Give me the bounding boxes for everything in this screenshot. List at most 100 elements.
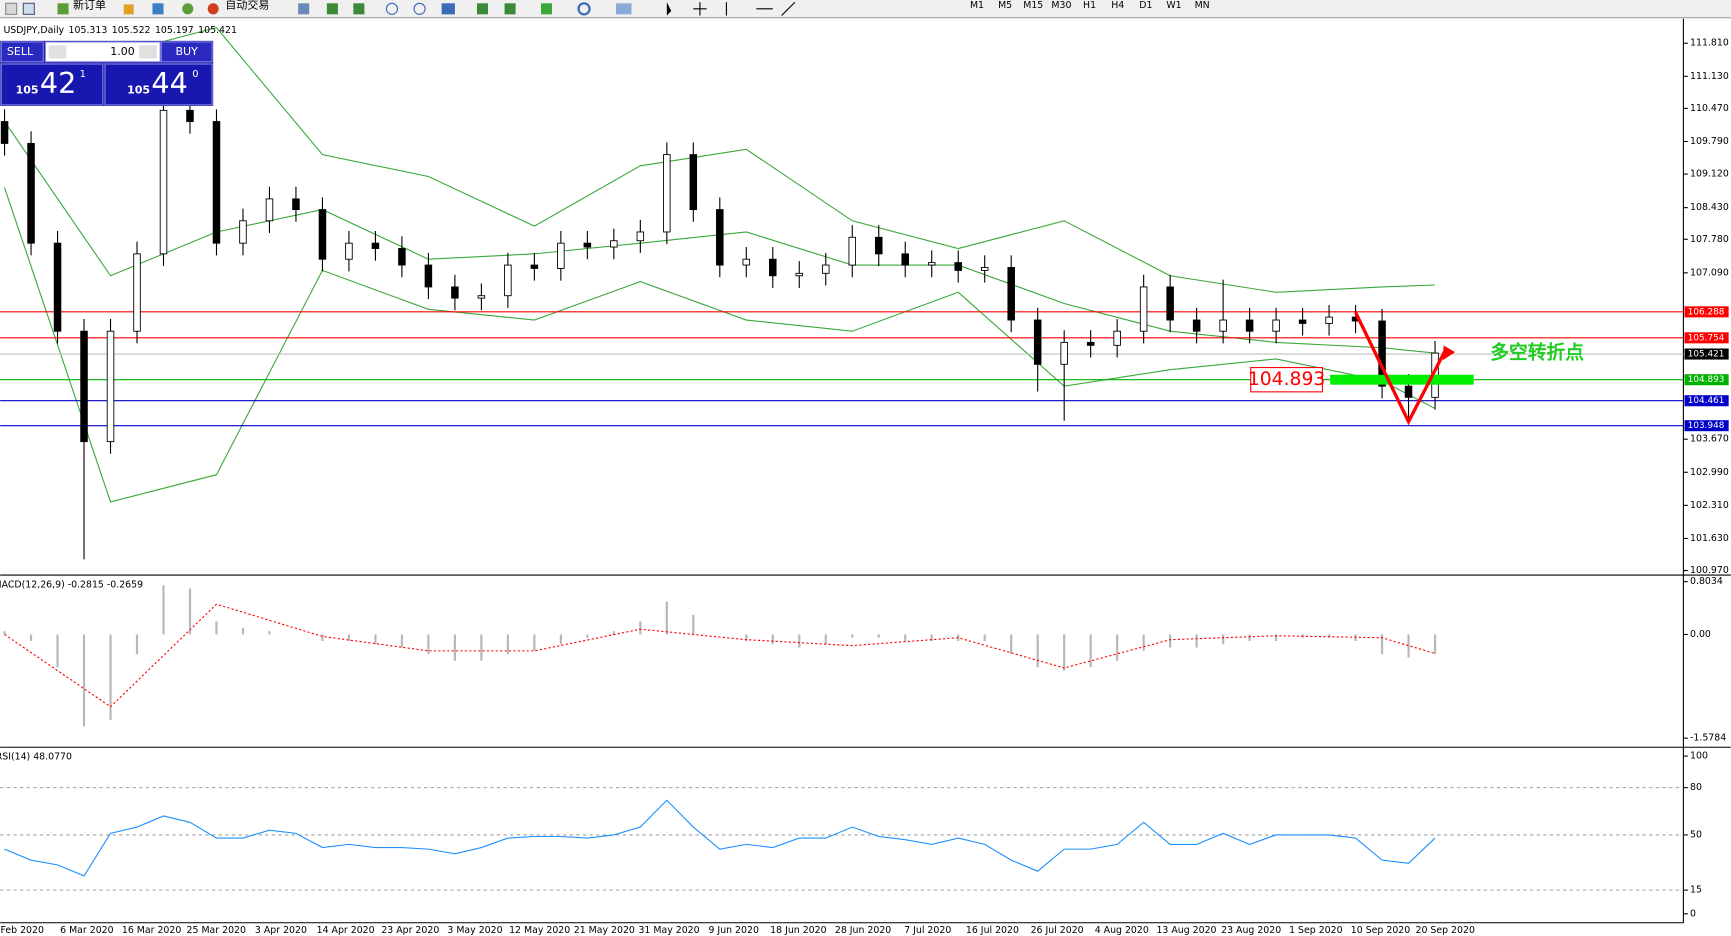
timeframe-button[interactable]: W1 [1166, 0, 1181, 11]
toolbar-icons [5, 1, 796, 16]
x-tick-label: 16 Mar 2020 [122, 925, 181, 936]
x-tick-label: 6 Mar 2020 [60, 925, 114, 936]
timeframe-button[interactable]: M15 [1023, 0, 1043, 11]
header-part: USDJPY,Daily [3, 24, 64, 35]
support-zone [1330, 374, 1474, 385]
y-tick-label: 80 [1690, 782, 1702, 793]
x-tick-label: 23 Aug 2020 [1221, 925, 1281, 936]
candle-body [742, 258, 751, 266]
candle-body [1272, 319, 1280, 332]
icon[interactable] [476, 3, 489, 15]
icon[interactable] [441, 3, 455, 15]
buy-label[interactable]: BUY [175, 45, 198, 58]
level-label-bg [1684, 395, 1729, 407]
candle-body [1007, 267, 1015, 321]
candle-body [1113, 330, 1121, 346]
sell-button[interactable] [0, 41, 44, 63]
icon[interactable] [57, 3, 69, 15]
price-main: 42 [40, 66, 77, 100]
icon[interactable] [207, 3, 219, 15]
lot-input[interactable] [44, 41, 161, 63]
candle-body [53, 242, 62, 332]
candle-body [1325, 316, 1333, 324]
timeframe-button[interactable]: M30 [1051, 0, 1071, 11]
x-tick-label: 9 Jun 2020 [708, 925, 758, 936]
icon[interactable] [22, 2, 35, 15]
lot-value[interactable]: 1.00 [110, 45, 135, 58]
icon[interactable] [616, 3, 632, 15]
sell-label[interactable]: SELL [7, 45, 34, 58]
candle-body [954, 262, 962, 271]
icon[interactable] [5, 2, 18, 15]
y-tick-label: 110.470 [1690, 103, 1729, 114]
level-label-bg [1684, 348, 1729, 360]
sell-price-box[interactable] [0, 63, 104, 106]
toolbar-button[interactable]: 自动交易 [225, 0, 269, 12]
candle-body [0, 121, 9, 144]
rsi-pane: 0 15 50 80 100 [0, 751, 1708, 919]
candle-body [583, 242, 592, 248]
x-tick-label: 16 Jul 2020 [966, 925, 1019, 936]
candle-body [1404, 385, 1413, 398]
icon[interactable] [540, 3, 553, 15]
timeframe-button[interactable]: H1 [1083, 0, 1096, 11]
candle-body [901, 253, 909, 266]
candle-body [1086, 341, 1095, 346]
y-tick-label: 0.8034 [1690, 576, 1723, 587]
timeframe-button[interactable]: M1 [970, 0, 984, 11]
rsi-title: RSI(14) 48.0770 [0, 752, 72, 763]
icon[interactable] [413, 2, 426, 15]
buy-button[interactable] [160, 41, 213, 63]
x-tick-label: 13 Aug 2020 [1156, 925, 1216, 936]
y-tick-label: 101.630 [1690, 533, 1729, 544]
header-part: 105.522 [112, 24, 151, 35]
bollinger-middle [4, 121, 1436, 354]
timeframe-button[interactable]: H4 [1111, 0, 1124, 11]
x-tick-label: 10 Sep 2020 [1351, 925, 1410, 936]
icon[interactable] [385, 2, 399, 15]
candle-body [212, 121, 221, 244]
y-tick-label: 15 [1690, 885, 1702, 896]
icon[interactable] [353, 3, 365, 15]
y-tick-label: 100.970 [1690, 565, 1729, 576]
candle-body [398, 248, 406, 266]
candle-body [1192, 319, 1201, 332]
icon[interactable] [725, 1, 796, 16]
x-tick-label: 12 May 2020 [509, 925, 570, 936]
icon[interactable] [326, 3, 338, 15]
y-tick-label: 111.810 [1690, 38, 1729, 49]
icon[interactable] [693, 2, 707, 16]
y-tick-label: 108.430 [1690, 202, 1729, 213]
candle-body [133, 253, 141, 332]
timeframe-button[interactable]: M5 [998, 0, 1012, 11]
icon[interactable] [504, 3, 516, 15]
candle-body [822, 264, 830, 274]
candle-body [1033, 319, 1042, 365]
y-tick-label: 0.00 [1690, 629, 1711, 640]
x-tick-label: 20 Sep 2020 [1415, 925, 1474, 936]
spin-up[interactable] [139, 45, 157, 59]
candle-body [504, 264, 512, 297]
level-label-bg [1684, 306, 1729, 318]
candle-body [1378, 320, 1386, 387]
icon[interactable] [123, 4, 134, 15]
chart-header: USDJPY,Daily 105.313 105.522 105.197 105.421 [3, 24, 236, 35]
x-tick-label: 3 Apr 2020 [255, 925, 307, 936]
candle-body [557, 242, 565, 269]
level-label: 103.948 [1688, 421, 1725, 431]
icon[interactable] [152, 3, 164, 15]
buy-price-box[interactable] [104, 63, 213, 106]
icon[interactable] [182, 3, 194, 15]
x-tick-label: 1 Sep 2020 [1289, 925, 1342, 936]
spin-down[interactable] [48, 45, 67, 59]
timeframe-button[interactable]: MN [1195, 0, 1210, 11]
candle-body [186, 109, 194, 122]
icon[interactable] [577, 2, 591, 16]
toolbar-button[interactable]: 新订单 [73, 0, 106, 12]
price-pip: 1 [80, 69, 86, 80]
icon[interactable] [298, 3, 310, 15]
x-tick-label: 23 Apr 2020 [381, 925, 439, 936]
timeframe-button[interactable]: D1 [1139, 0, 1152, 11]
x-tick-label: 7 Jul 2020 [904, 925, 951, 936]
